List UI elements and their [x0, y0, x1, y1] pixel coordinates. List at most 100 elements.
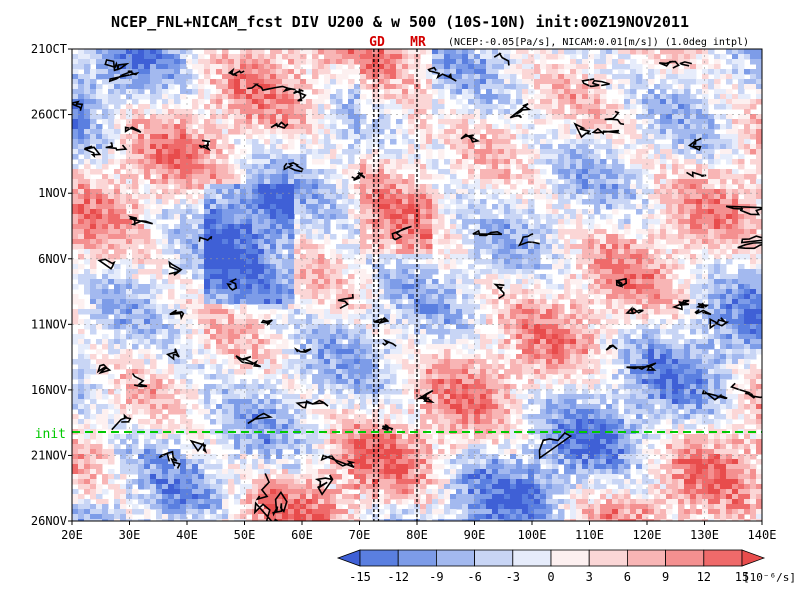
- heatmap-cell: [156, 94, 163, 100]
- heatmap-cell: [660, 99, 667, 105]
- heatmap-cell: [150, 179, 157, 185]
- heatmap-cell: [630, 249, 637, 255]
- heatmap-cell: [654, 269, 661, 275]
- heatmap-cell: [534, 234, 541, 240]
- heatmap-cell: [348, 59, 355, 65]
- heatmap-cell: [348, 214, 355, 220]
- heatmap-cell: [222, 194, 229, 200]
- heatmap-cell: [90, 279, 97, 285]
- heatmap-cell: [114, 194, 121, 200]
- heatmap-cell: [252, 209, 259, 215]
- heatmap-cell: [426, 104, 433, 110]
- heatmap-cell: [132, 289, 139, 295]
- heatmap-cell: [714, 169, 721, 175]
- heatmap-cell: [258, 199, 265, 205]
- heatmap-cell: [540, 144, 547, 150]
- heatmap-cell: [582, 114, 589, 120]
- heatmap-cell: [216, 204, 223, 210]
- heatmap-cell: [78, 139, 85, 145]
- heatmap-cell: [144, 239, 151, 245]
- heatmap-cell: [300, 159, 307, 165]
- heatmap-cell: [186, 119, 193, 125]
- heatmap-cell: [78, 254, 85, 260]
- heatmap-cell: [534, 69, 541, 75]
- heatmap-cell: [294, 244, 301, 250]
- heatmap-cell: [492, 174, 499, 180]
- heatmap-cell: [612, 279, 619, 285]
- heatmap-cell: [132, 129, 139, 135]
- heatmap-cell: [690, 79, 697, 85]
- heatmap-cell: [84, 214, 91, 220]
- heatmap-cell: [348, 109, 355, 115]
- heatmap-cell: [438, 109, 445, 115]
- heatmap-cell: [738, 144, 745, 150]
- heatmap-cell: [288, 259, 295, 265]
- heatmap-cell: [384, 89, 391, 95]
- heatmap-cell: [474, 54, 481, 60]
- heatmap-cell: [324, 154, 331, 160]
- heatmap-cell: [600, 249, 607, 255]
- heatmap-cell: [120, 249, 127, 255]
- heatmap-cell: [516, 79, 523, 85]
- heatmap-cell: [96, 199, 103, 205]
- heatmap-cell: [462, 239, 469, 245]
- heatmap-cell: [546, 234, 553, 240]
- heatmap-cell: [408, 274, 415, 280]
- heatmap-cell: [420, 144, 427, 150]
- heatmap-cell: [702, 79, 709, 85]
- heatmap-cell: [114, 254, 121, 260]
- heatmap-cell: [132, 149, 139, 155]
- heatmap-cell: [552, 214, 559, 220]
- heatmap-cell: [696, 194, 703, 200]
- heatmap-cell: [306, 119, 313, 125]
- heatmap-cell: [426, 204, 433, 210]
- heatmap-cell: [210, 114, 217, 120]
- heatmap-cell: [654, 104, 661, 110]
- heatmap-cell: [432, 239, 439, 245]
- heatmap-cell: [540, 264, 547, 270]
- heatmap-cell: [678, 134, 685, 140]
- heatmap-cell: [426, 249, 433, 255]
- heatmap-cell: [378, 239, 385, 245]
- heatmap-cell: [618, 74, 625, 80]
- heatmap-cell: [468, 164, 475, 170]
- heatmap-cell: [294, 304, 301, 310]
- heatmap-cell: [552, 249, 559, 255]
- heatmap-cell: [474, 164, 481, 170]
- heatmap-cell: [582, 274, 589, 280]
- heatmap-cell: [186, 234, 193, 240]
- heatmap-cell: [714, 69, 721, 75]
- heatmap-cell: [246, 284, 253, 290]
- heatmap-cell: [96, 169, 103, 175]
- heatmap-cell: [216, 199, 223, 205]
- heatmap-cell: [702, 164, 709, 170]
- heatmap-cell: [156, 79, 163, 85]
- heatmap-cell: [642, 249, 649, 255]
- heatmap-cell: [636, 289, 643, 295]
- heatmap-cell: [348, 154, 355, 160]
- heatmap-cell: [486, 209, 493, 215]
- heatmap-cell: [480, 209, 487, 215]
- heatmap-cell: [654, 84, 661, 90]
- heatmap-cell: [636, 244, 643, 250]
- heatmap-cell: [582, 239, 589, 245]
- heatmap-cell: [606, 144, 613, 150]
- heatmap-cell: [462, 289, 469, 295]
- heatmap-cell: [168, 249, 175, 255]
- heatmap-cell: [498, 224, 505, 230]
- heatmap-cell: [570, 214, 577, 220]
- heatmap-cell: [402, 264, 409, 270]
- heatmap-cell: [126, 104, 133, 110]
- heatmap-cell: [252, 234, 259, 240]
- heatmap-cell: [528, 64, 535, 70]
- heatmap-cell: [114, 234, 121, 240]
- heatmap-cell: [192, 234, 199, 240]
- heatmap-cell: [576, 224, 583, 230]
- heatmap-cell: [480, 244, 487, 250]
- heatmap-cell: [210, 169, 217, 175]
- heatmap-cell: [498, 244, 505, 250]
- heatmap-cell: [522, 264, 529, 270]
- heatmap-cell: [150, 89, 157, 95]
- heatmap-cell: [618, 219, 625, 225]
- heatmap-cell: [696, 254, 703, 260]
